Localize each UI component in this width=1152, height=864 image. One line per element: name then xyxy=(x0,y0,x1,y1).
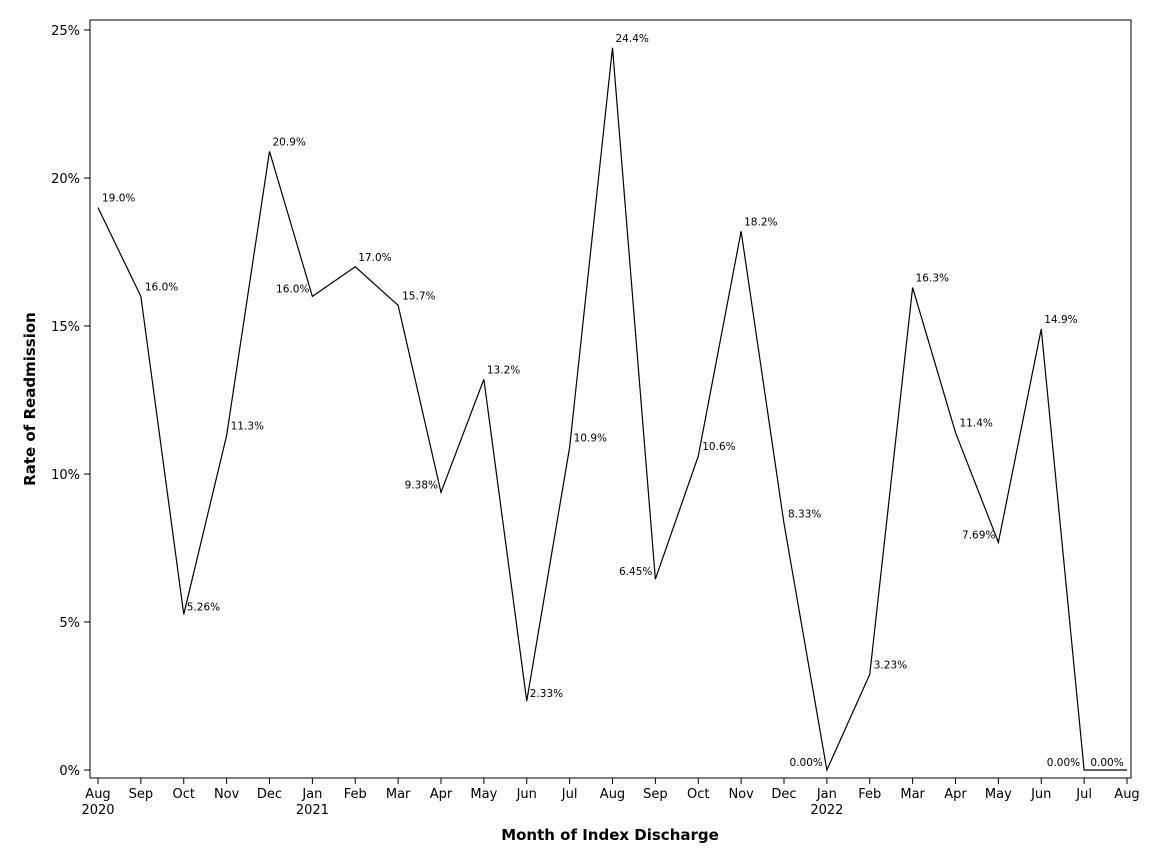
data-label: 0.00% xyxy=(1090,757,1123,769)
data-label: 14.9% xyxy=(1044,314,1077,326)
x-tick-year-label: 2021 xyxy=(296,803,329,818)
x-tick-label: Mar xyxy=(900,787,925,802)
data-label: 15.7% xyxy=(402,290,435,302)
data-label: 24.4% xyxy=(616,33,649,45)
data-label: 19.0% xyxy=(102,193,135,205)
data-label: 16.0% xyxy=(145,281,178,293)
x-tick-label: Sep xyxy=(643,787,668,802)
x-tick-label: Oct xyxy=(173,787,195,802)
x-tick-label: Oct xyxy=(687,787,709,802)
y-tick-label: 0% xyxy=(59,764,80,779)
data-label: 3.23% xyxy=(874,659,907,671)
x-tick-label: Jul xyxy=(561,787,578,802)
x-tick-label: Jan xyxy=(301,787,322,802)
x-tick-label: Nov xyxy=(214,787,240,802)
y-axis: 0% 5% 10% 15% 20% 25% xyxy=(51,24,90,779)
x-tick-label: Feb xyxy=(858,787,881,802)
data-label: 7.69% xyxy=(962,529,995,541)
data-label: 5.26% xyxy=(187,601,220,613)
x-tick-label: Apr xyxy=(944,787,967,802)
data-label: 20.9% xyxy=(273,136,306,148)
data-label: 9.38% xyxy=(405,479,438,491)
x-tick-label: Dec xyxy=(771,787,796,802)
x-tick-label: Jul xyxy=(1075,787,1092,802)
data-label: 0.00% xyxy=(1047,757,1080,769)
x-tick-label: Jun xyxy=(1030,787,1051,802)
y-tick-label: 25% xyxy=(51,24,80,39)
x-tick-label: May xyxy=(470,787,497,802)
plot-frame xyxy=(89,19,1132,779)
x-tick-label: Jun xyxy=(516,787,537,802)
data-label: 11.3% xyxy=(231,421,264,433)
data-labels: 19.0% 16.0% 5.26% 11.3% 20.9% 16.0% 17.0% 15.7%… xyxy=(102,33,1124,769)
x-tick-year-label: 2020 xyxy=(81,803,114,818)
x-tick-label: May xyxy=(985,787,1012,802)
x-tick-year-label: 2022 xyxy=(810,803,843,818)
y-tick-label: 10% xyxy=(51,468,80,483)
data-label: 17.0% xyxy=(358,252,391,264)
data-label: 8.33% xyxy=(788,508,821,520)
y-axis-title: Rate of Readmission xyxy=(21,312,39,486)
data-label: 6.45% xyxy=(619,566,652,578)
x-tick-label: Apr xyxy=(430,787,453,802)
y-tick-label: 5% xyxy=(59,616,80,631)
data-label: 2.33% xyxy=(530,688,563,700)
x-tick-label: Dec xyxy=(257,787,282,802)
data-label: 18.2% xyxy=(744,216,777,228)
y-tick-label: 20% xyxy=(51,172,80,187)
data-label: 16.3% xyxy=(916,273,949,285)
data-label: 11.4% xyxy=(960,418,993,430)
data-label: 10.9% xyxy=(574,432,607,444)
x-tick-label: Aug xyxy=(600,787,625,802)
data-label: 10.6% xyxy=(702,441,735,453)
data-label: 13.2% xyxy=(487,364,520,376)
x-tick-label: Jan xyxy=(816,787,837,802)
x-tick-label: Nov xyxy=(728,787,754,802)
data-label: 0.00% xyxy=(790,757,823,769)
data-label: 16.0% xyxy=(276,283,309,295)
x-axis-title: Month of Index Discharge xyxy=(501,826,719,844)
x-tick-label: Sep xyxy=(129,787,154,802)
x-tick-label: Aug xyxy=(85,787,110,802)
x-tick-label: Aug xyxy=(1114,787,1139,802)
x-tick-label: Mar xyxy=(386,787,411,802)
y-tick-label: 15% xyxy=(51,320,80,335)
series-line xyxy=(97,47,1127,773)
x-tick-label: Feb xyxy=(344,787,367,802)
